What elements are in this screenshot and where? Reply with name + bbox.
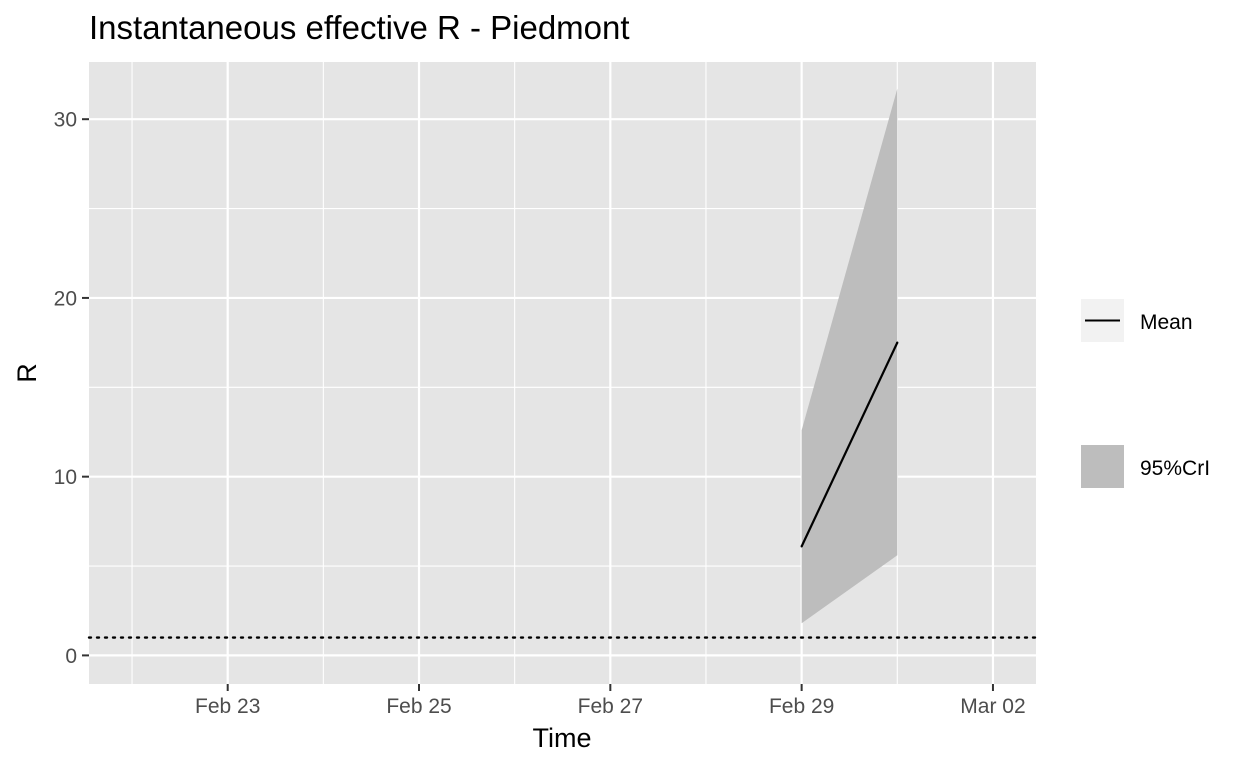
x-tick-label: Feb 29 [769, 695, 834, 718]
y-tick-label: 0 [65, 645, 77, 668]
x-tick-label: Feb 27 [578, 695, 643, 718]
x-tick-label: Mar 02 [960, 695, 1025, 718]
axis-ticks [82, 118, 994, 691]
legend-band-swatch-icon [1081, 445, 1124, 488]
axis-tick-labels: Feb 23 Feb 25 Feb 27 Feb 29 Mar 02 0 10 20 30 [54, 109, 1026, 718]
credible-interval-band [801, 88, 898, 624]
y-tick-label: 10 [54, 466, 77, 489]
x-tick-label: Feb 23 [195, 695, 260, 718]
y-tick-label: 20 [54, 287, 77, 310]
chart-title: Instantaneous effective R - Piedmont [89, 9, 630, 46]
y-tick-label: 30 [54, 109, 77, 132]
legend: Mean 95%CrI [1081, 299, 1210, 488]
x-tick-label: Feb 25 [386, 695, 451, 718]
mean-line [800, 342, 899, 547]
mean-point [896, 341, 899, 344]
legend-label-band: 95%CrI [1140, 457, 1210, 480]
mean-layer [800, 341, 899, 548]
band-layer [801, 88, 898, 624]
legend-label-mean: Mean [1140, 311, 1193, 334]
y-axis-title: R [12, 363, 42, 383]
x-axis-title: Time [533, 723, 592, 753]
mean-point [800, 545, 803, 548]
